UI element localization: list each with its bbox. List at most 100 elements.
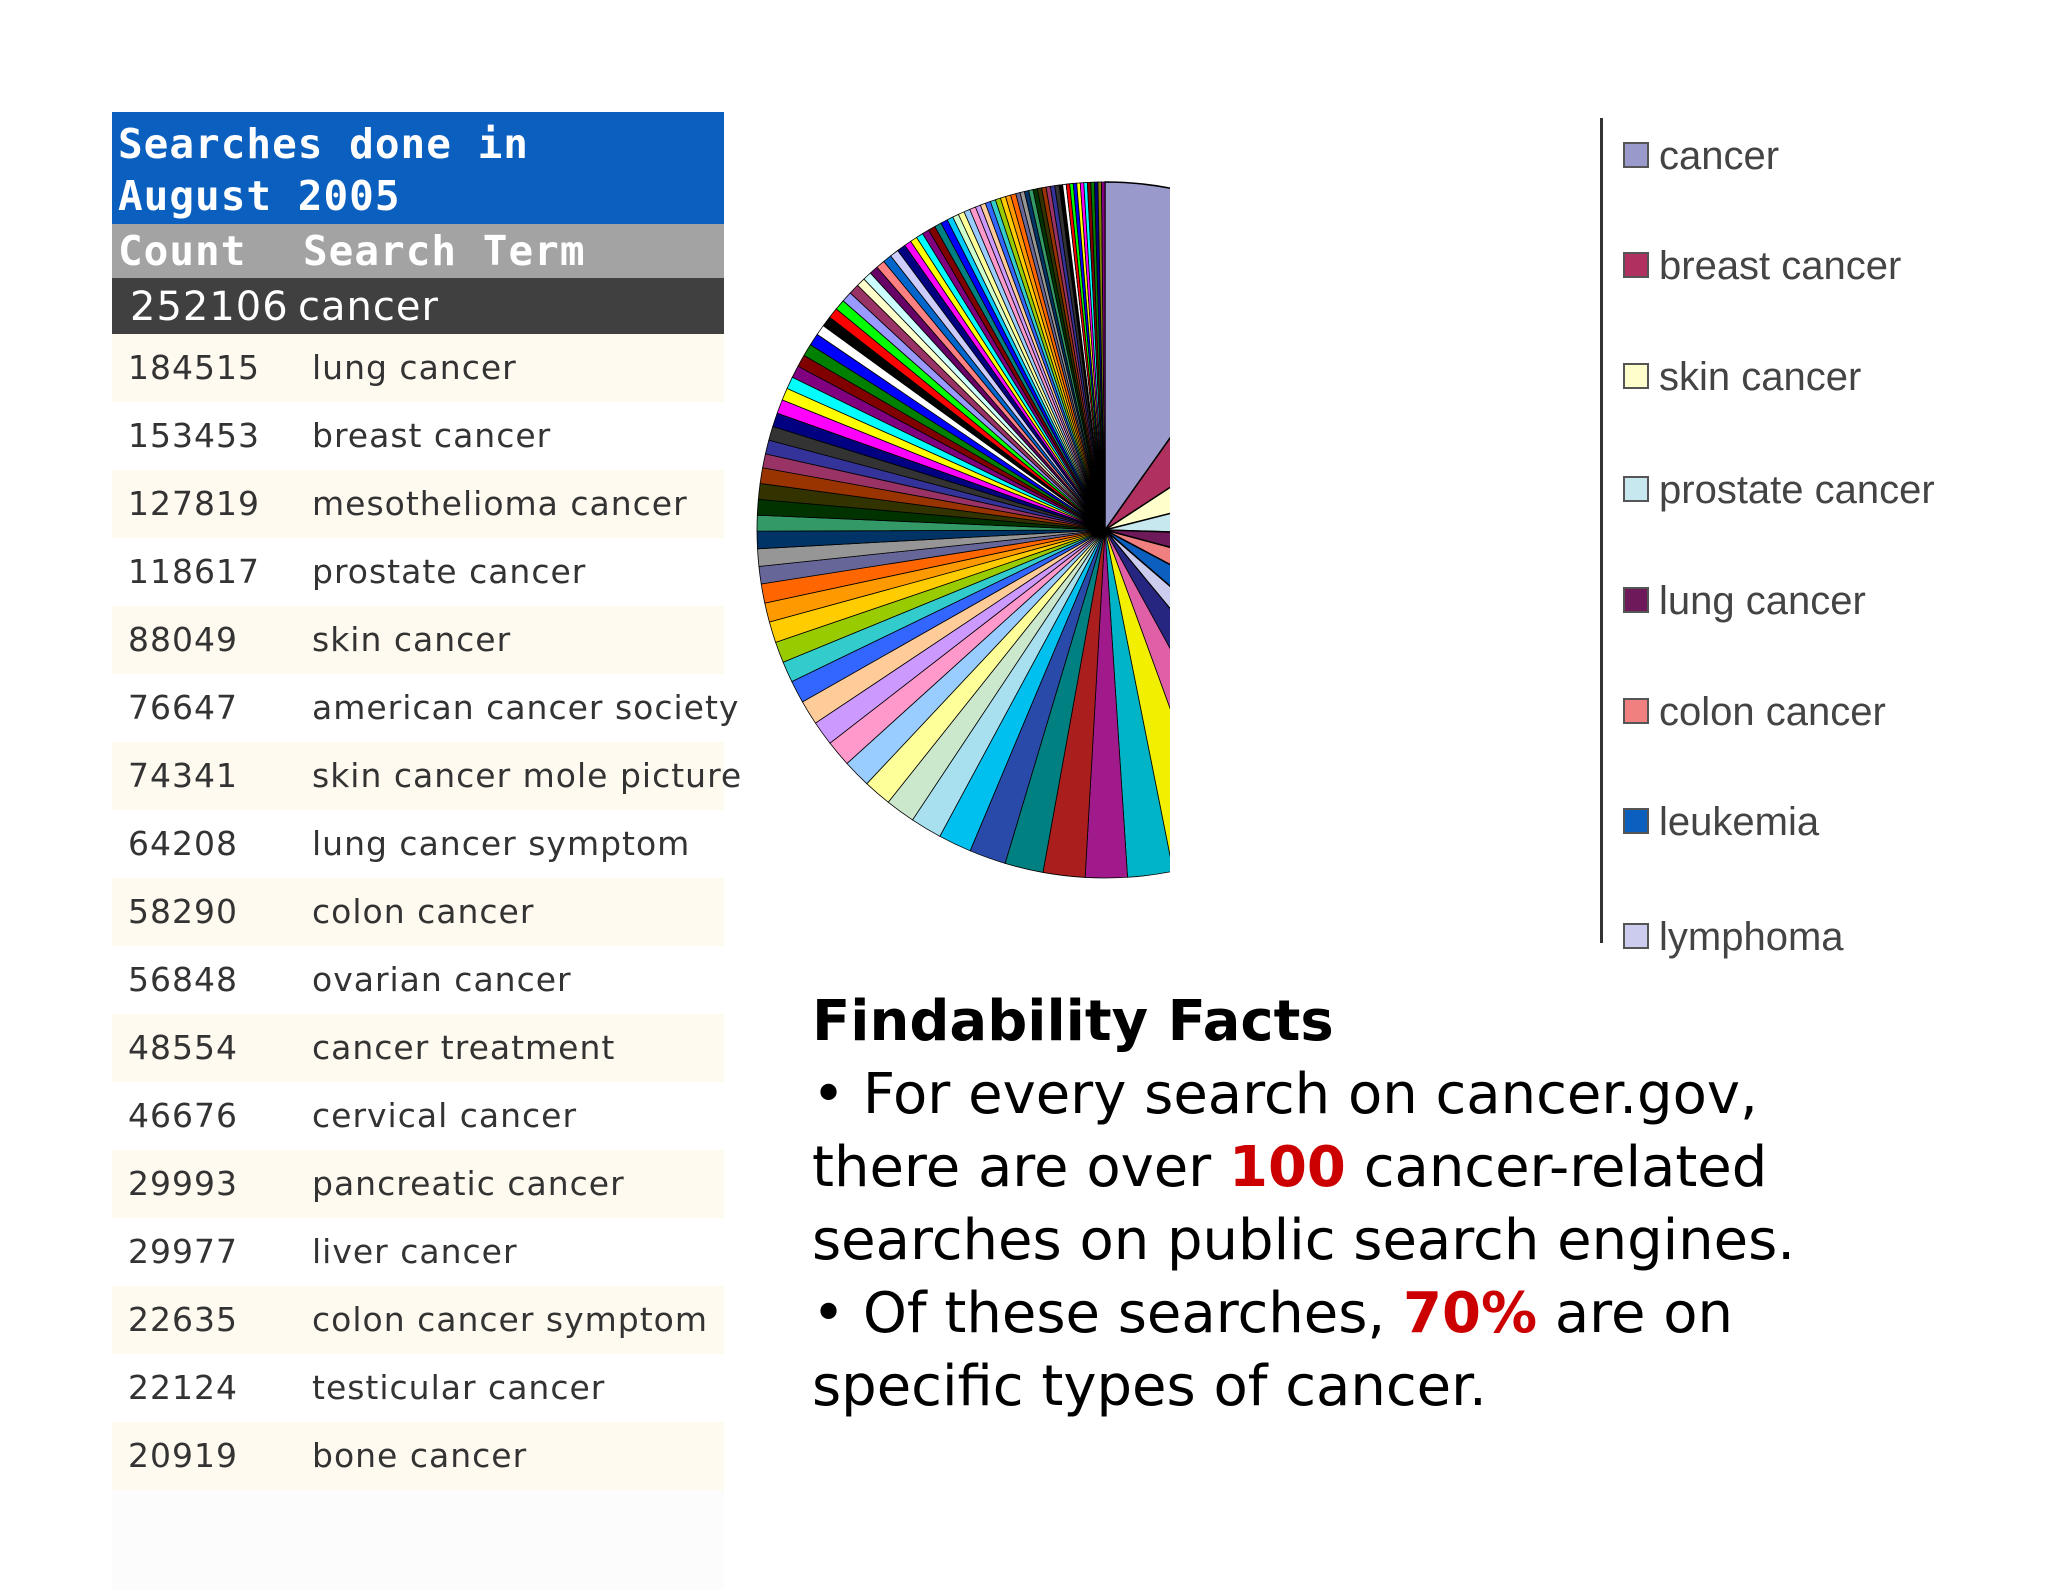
row-count: 184515: [128, 348, 260, 387]
table-title: Searches done in August 2005: [112, 112, 724, 224]
table-row: 58290 colon cancer: [112, 878, 724, 946]
legend-swatch: [1623, 808, 1649, 835]
legend-swatch: [1623, 698, 1649, 725]
legend-label: colon cancer: [1659, 690, 1886, 734]
highlight-100: 100: [1229, 1135, 1346, 1200]
table-row: 74341 skin cancer mole picture: [112, 742, 741, 810]
facts-line-1: • For every search on cancer.gov,: [812, 1062, 1758, 1127]
header-count: Count: [118, 227, 247, 275]
legend-item: colon cancer: [1623, 690, 1886, 734]
top-row-count: 252106: [130, 284, 289, 330]
row-term: skin cancer: [312, 620, 512, 659]
row-term: lung cancer: [312, 348, 517, 387]
table-row: 22635 colon cancer symptom: [112, 1286, 724, 1354]
table-title-line-1: Searches done in: [118, 120, 529, 168]
top-row-term: cancer: [298, 284, 439, 330]
table-row: 22124 testicular cancer: [112, 1354, 724, 1422]
row-term: testicular cancer: [312, 1368, 606, 1407]
table-row: 88049 skin cancer: [112, 606, 724, 674]
row-term: bone cancer: [312, 1436, 528, 1475]
legend-swatch: [1623, 252, 1649, 279]
table-row: 64208 lung cancer symptom: [112, 810, 724, 878]
pie-slice: [1104, 512, 1170, 533]
pie-slice: [1104, 436, 1170, 531]
table-row: 56848 ovarian cancer: [112, 946, 724, 1014]
legend-item: leukemia: [1623, 800, 1819, 844]
table-row: 29977 liver cancer: [112, 1218, 724, 1286]
search-term-table: Searches done in August 2005 Count Search…: [112, 112, 741, 1590]
legend-item: lung cancer: [1623, 579, 1866, 623]
chart-legend: cancer breast cancer skin cancer prostate c…: [1600, 118, 2043, 959]
facts-line-5: specific types of cancer.: [812, 1354, 1487, 1419]
facts-heading: Findability Facts: [812, 989, 1334, 1054]
legend-swatch: [1623, 363, 1649, 390]
table-row: 153453 breast cancer: [112, 402, 724, 470]
row-term: skin cancer mole picture: [312, 756, 743, 795]
row-count: 48554: [128, 1028, 238, 1067]
table-body: 184515 lung cancer 153453 breast cancer 1278…: [112, 334, 741, 1490]
row-term: colon cancer symptom: [312, 1300, 708, 1339]
row-term: colon cancer: [312, 892, 535, 931]
row-count: 58290: [128, 892, 238, 931]
row-count: 127819: [128, 484, 260, 523]
legend-label: prostate cancer: [1659, 468, 1935, 512]
table-header: Count Search Term: [112, 224, 724, 278]
row-count: 118617: [128, 552, 260, 591]
row-term: prostate cancer: [312, 552, 587, 591]
table-row: 184515 lung cancer: [112, 334, 724, 402]
row-term: cervical cancer: [312, 1096, 578, 1135]
legend-item: prostate cancer: [1623, 468, 1935, 512]
table-row: 20919 bone cancer: [112, 1422, 724, 1490]
pie-slice: [1104, 486, 1170, 531]
legend-item: skin cancer: [1623, 355, 1861, 399]
table-row: 46676 cervical cancer: [112, 1082, 724, 1150]
row-term: breast cancer: [312, 416, 552, 455]
findability-facts: Findability Facts • For every search on …: [812, 985, 2012, 1423]
legend-item: cancer: [1623, 134, 1779, 178]
row-count: 74341: [128, 756, 238, 795]
row-count: 76647: [128, 688, 238, 727]
facts-line-4: • Of these searches, 70% are on: [812, 1277, 2012, 1350]
table-title-line-2: August 2005: [118, 172, 401, 220]
pie-slice: [1104, 181, 1170, 533]
legend-swatch: [1623, 142, 1649, 169]
facts-line-4-post: are on: [1537, 1281, 1733, 1346]
row-count: 29977: [128, 1232, 238, 1271]
table-footer: [112, 1490, 724, 1590]
header-search-term: Search Term: [303, 227, 586, 275]
legend-label: skin cancer: [1659, 355, 1862, 399]
legend-label: leukemia: [1659, 800, 1820, 844]
legend-label: breast cancer: [1659, 244, 1902, 288]
facts-line-2-post: cancer-related: [1345, 1135, 1768, 1200]
row-term: cancer treatment: [312, 1028, 616, 1067]
legend-label: cancer: [1659, 134, 1780, 178]
legend-swatch: [1623, 587, 1649, 614]
table-row: 48554 cancer treatment: [112, 1014, 724, 1082]
legend-item: lymphoma: [1623, 915, 1844, 959]
row-count: 46676: [128, 1096, 238, 1135]
legend-item: breast cancer: [1623, 244, 1901, 288]
table-row: 29993 pancreatic cancer: [112, 1150, 724, 1218]
facts-line-2-pre: there are over: [812, 1135, 1229, 1200]
highlight-70-percent: 70%: [1403, 1281, 1538, 1346]
pie-chart: [756, 181, 1170, 879]
table-row: 127819 mesothelioma cancer: [112, 470, 724, 538]
legend-label: lung cancer: [1659, 579, 1866, 623]
facts-line-4-pre: • Of these searches,: [812, 1281, 1404, 1346]
pie-slice: [1101, 181, 1106, 531]
legend-label: lymphoma: [1659, 915, 1844, 959]
row-count: 64208: [128, 824, 238, 863]
row-count: 56848: [128, 960, 238, 999]
table-row: 118617 prostate cancer: [112, 538, 724, 606]
legend-swatch: [1623, 476, 1649, 503]
facts-line-2: there are over 100 cancer-related: [812, 1131, 2012, 1204]
row-term: liver cancer: [312, 1232, 518, 1271]
row-term: mesothelioma cancer: [312, 484, 688, 523]
table-row: 76647 american cancer society: [112, 674, 738, 742]
row-count: 22635: [128, 1300, 238, 1339]
row-term: american cancer society: [312, 688, 740, 727]
legend-swatch: [1623, 923, 1649, 950]
row-term: lung cancer symptom: [312, 824, 691, 863]
row-term: ovarian cancer: [312, 960, 572, 999]
row-term: pancreatic cancer: [312, 1164, 625, 1203]
